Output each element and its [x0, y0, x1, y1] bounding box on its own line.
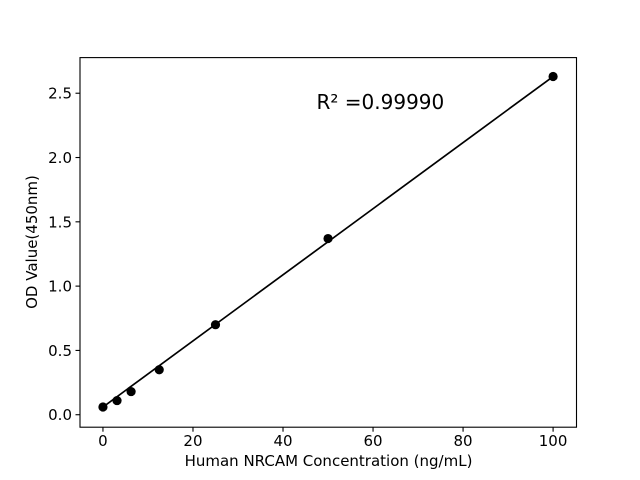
plot-frame	[79, 57, 578, 428]
y-tick-label: 0.0	[48, 406, 72, 424]
data-point	[126, 386, 136, 397]
x-tick-label: 60	[363, 432, 382, 450]
data-point	[112, 395, 122, 406]
data-point	[323, 233, 333, 244]
y-tick-label: 2.5	[48, 85, 72, 103]
x-tick-label: 40	[273, 432, 292, 450]
y-tick-label: 0.5	[48, 342, 72, 360]
x-axis-label: Human NRCAM Concentration (ng/mL)	[184, 452, 473, 470]
y-tick-label: 1.0	[48, 278, 72, 296]
data-point	[154, 365, 164, 375]
data-point	[548, 71, 558, 82]
x-tick-label: 100	[539, 432, 568, 450]
y-tick-label: 1.5	[48, 213, 72, 231]
x-tick-label: 0	[98, 432, 108, 450]
data-point	[98, 402, 108, 412]
y-axis-label: OD Value(450nm)	[23, 175, 41, 309]
y-tick-label: 2.0	[48, 149, 72, 167]
x-tick-label: 20	[183, 432, 202, 450]
x-tick-label: 80	[454, 432, 473, 450]
data-point	[210, 320, 221, 330]
r-squared-annotation: R² =0.99990	[316, 89, 445, 114]
